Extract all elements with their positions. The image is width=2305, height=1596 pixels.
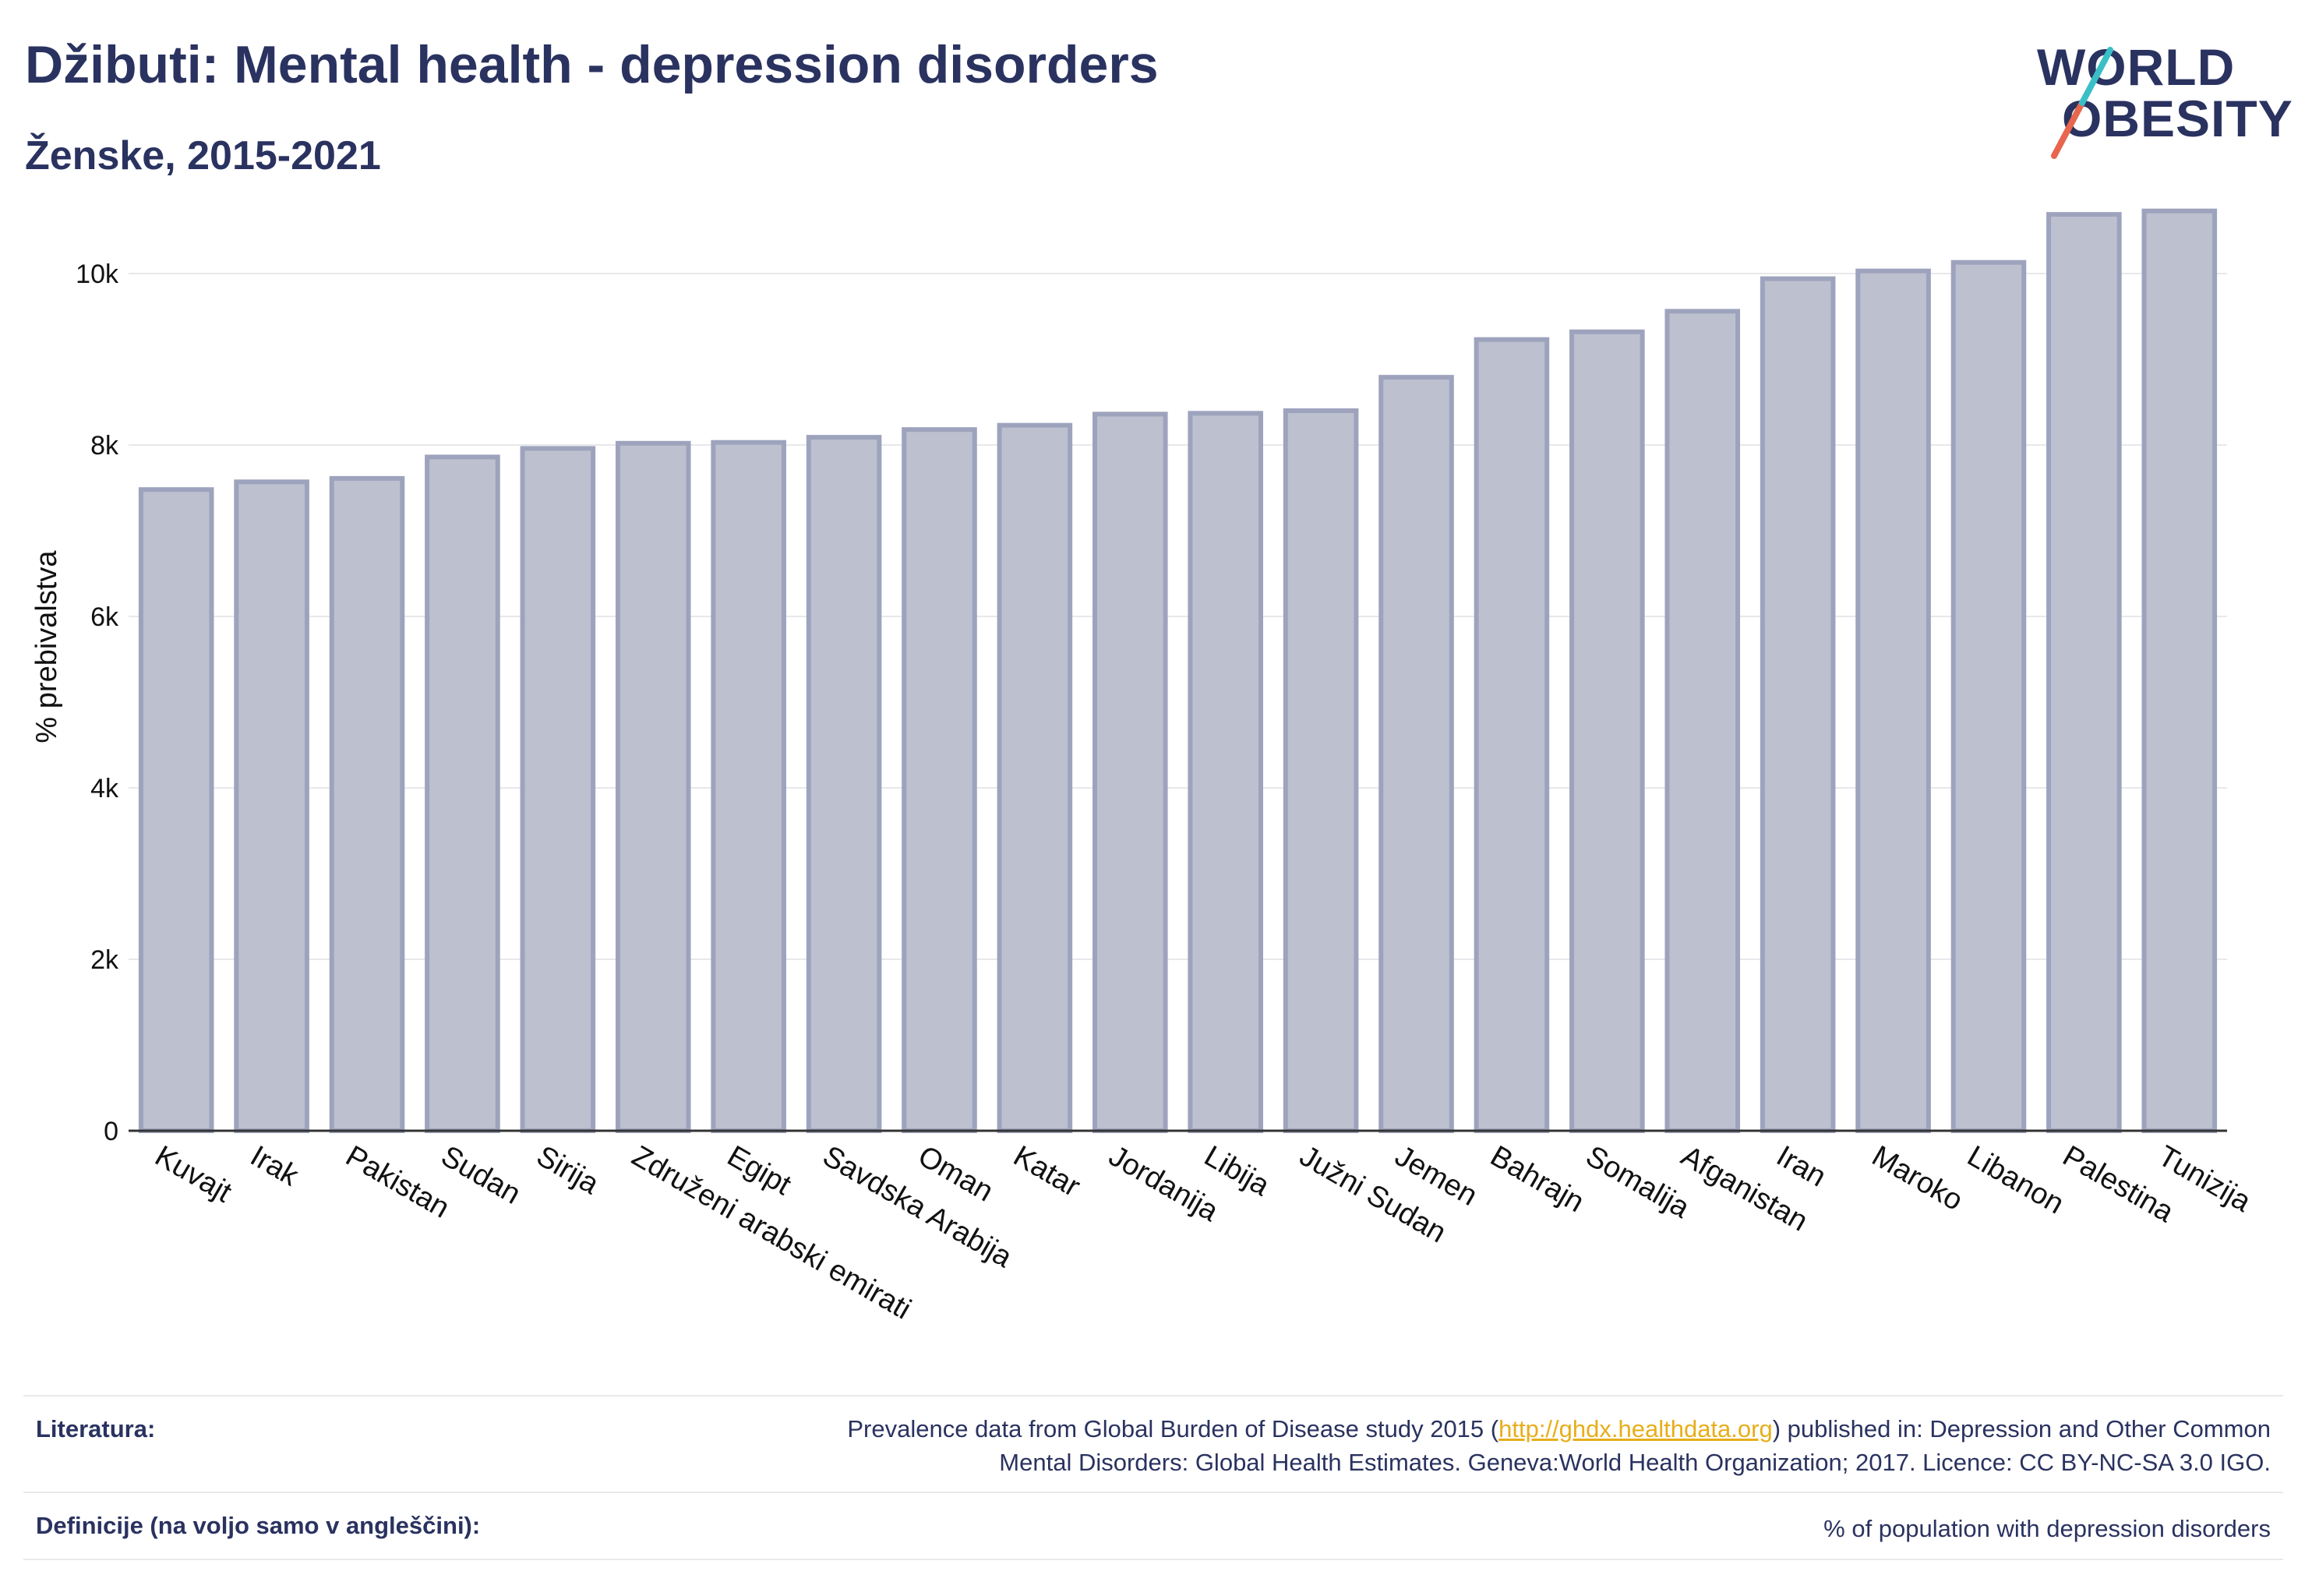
x-category-label: Pakistan [341,1139,455,1224]
logo-line-1: WORLD [2037,38,2236,96]
sources-text-2: ) published in: Depression and Other Com… [1772,1415,2271,1442]
x-category-label: Bahrajn [1484,1139,1589,1219]
bar-oman[interactable] [902,427,977,1133]
sources-text: Prevalence data from Global Burden of Di… [847,1412,2271,1479]
bar-jordanija[interactable] [1092,411,1168,1133]
bar-palestina[interactable] [2046,212,2122,1134]
bar-irak[interactable] [234,479,309,1133]
bar-bahrajn[interactable] [1474,337,1550,1133]
x-category-label: Sirija [531,1139,605,1201]
y-axis-label: % prebivalstva [30,550,63,743]
page-title: Džibuti: Mental health - depression diso… [25,35,1159,94]
sources-text-3: Mental Disorders: Global Health Estimate… [999,1449,2271,1476]
bar-katar[interactable] [997,422,1073,1133]
x-category-label: Libanon [1961,1139,2069,1220]
bar-kuvajt[interactable] [138,487,214,1133]
y-tick-label: 6k [90,602,119,632]
sources-link[interactable]: http://ghdx.healthdata.org [1498,1415,1773,1442]
x-category-label: Somalija [1580,1139,1696,1225]
chart-bars [138,208,2218,1134]
sources-label: Literatura: [36,1415,156,1442]
definitions-label: Definicije (na voljo samo v angleščini): [36,1512,481,1539]
footer-sources: Literatura: Prevalence data from Global … [23,1395,2283,1493]
bar-sirija[interactable] [520,446,596,1133]
bar-afganistan[interactable] [1664,309,1741,1133]
y-axis-ticks: 0 2k 4k 6k 8k 10k [76,260,119,1146]
x-category-label: Irak [245,1139,305,1193]
y-tick-label: 2k [90,945,119,975]
bar-tunizija[interactable] [2141,208,2218,1134]
bar-južni-sudan[interactable] [1283,408,1359,1133]
footer-definitions: Definicije (na voljo samo v angleščini):… [23,1492,2283,1560]
x-category-label: Katar [1008,1139,1085,1203]
x-category-label: Jordanija [1103,1139,1224,1228]
x-category-label: Iran [1771,1139,1832,1193]
bar-savdska-arabija[interactable] [806,435,882,1133]
logo-line-2: OBESITY [2062,90,2293,147]
sources-text-1: Prevalence data from Global Burden of Di… [847,1415,1499,1442]
bar-maroko[interactable] [1855,268,1931,1134]
bar-sudan[interactable] [425,454,500,1133]
world-obesity-logo[interactable]: WORLD OBESITY [2026,31,2293,171]
bar-somalija[interactable] [1569,329,1645,1133]
bar-libanon[interactable] [1950,260,2027,1134]
bar-libija[interactable] [1188,411,1263,1133]
bar-pakistan[interactable] [329,475,405,1133]
x-category-label: Maroko [1866,1139,1968,1217]
y-tick-label: 8k [90,431,119,461]
page-subtitle: Ženske, 2015-2021 [25,133,381,178]
bar-egipt[interactable] [711,440,786,1133]
definitions-text: % of population with depression disorder… [1823,1515,2271,1542]
y-tick-label: 0 [104,1117,118,1146]
bar-združeni-arabski-emirati[interactable] [615,440,691,1133]
logo-slash-icon [2051,47,2113,159]
y-tick-label: 4k [90,774,119,803]
bar-jemen[interactable] [1378,375,1454,1134]
x-category-label: Kuvajt [150,1139,238,1209]
y-tick-label: 10k [76,260,119,289]
bar-iran[interactable] [1760,276,1836,1134]
